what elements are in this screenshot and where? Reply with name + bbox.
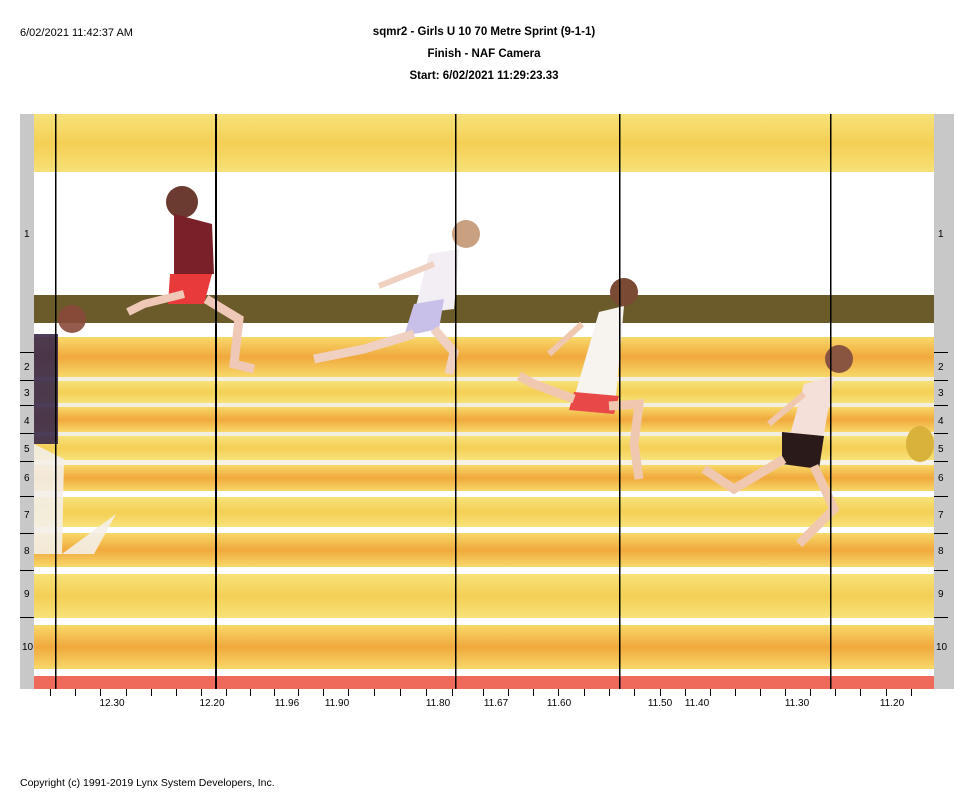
runner-white-top: [313, 220, 480, 375]
camera-subtitle: Finish - NAF Camera: [427, 48, 541, 60]
lane-label-right: 10: [936, 642, 948, 653]
time-label: 11.60: [546, 698, 572, 709]
timing-lines: [55, 114, 832, 689]
runner-lane-3-left: [34, 305, 116, 554]
lane-label-left: 9: [24, 589, 30, 600]
lane-label-left: 10: [22, 642, 34, 653]
race-start-time: Start: 6/02/2021 11:29:23.33: [409, 70, 559, 82]
lane-label-left: 2: [24, 362, 30, 373]
lane-label-left: 6: [24, 473, 30, 484]
time-label: 11.80: [425, 698, 451, 709]
lane-label-right: 3: [938, 388, 944, 399]
lane-panel-right: [934, 114, 954, 689]
runner-shoe-right: [906, 426, 934, 462]
time-label: 12.20: [199, 698, 225, 709]
lane-label-right: 7: [938, 510, 944, 521]
time-label: 11.20: [879, 698, 905, 709]
finish-photo[interactable]: [34, 114, 934, 689]
lane-label-right: 1: [938, 229, 944, 240]
time-label: 11.90: [324, 698, 350, 709]
runner-lane-3-center: [516, 278, 645, 480]
lane-label-right: 2: [938, 362, 944, 373]
runner-red-shorts: [126, 186, 256, 374]
capture-timestamp: 6/02/2021 11:42:37 AM: [20, 27, 133, 39]
lane-label-right: 4: [938, 416, 944, 427]
finish-photo-image: [34, 114, 934, 689]
lane-label-left: 8: [24, 546, 30, 557]
time-label: 11.30: [784, 698, 810, 709]
time-label: 11.96: [274, 698, 300, 709]
lane-label-left: 7: [24, 510, 30, 521]
time-label: 12.30: [99, 698, 125, 709]
lane-label-right: 8: [938, 546, 944, 557]
lane-label-right: 9: [938, 589, 944, 600]
lane-label-right: 6: [938, 473, 944, 484]
race-title: sqmr2 - Girls U 10 70 Metre Sprint (9-1-…: [372, 26, 596, 38]
runner-black-shorts: [701, 345, 853, 548]
lane-label-left: 3: [24, 388, 30, 399]
time-label: 11.67: [483, 698, 509, 709]
lane-label-left: 4: [24, 416, 30, 427]
time-label: 11.50: [647, 698, 673, 709]
copyright-notice: Copyright (c) 1991-2019 Lynx System Deve…: [20, 777, 275, 789]
lane-label-left: 1: [24, 229, 30, 240]
lane-label-right: 5: [938, 444, 944, 455]
time-axis: 12.30 12.20 11.96 11.90 11.80 11.67 11.6…: [34, 689, 934, 719]
time-label: 11.40: [684, 698, 710, 709]
lane-label-left: 5: [24, 444, 30, 455]
